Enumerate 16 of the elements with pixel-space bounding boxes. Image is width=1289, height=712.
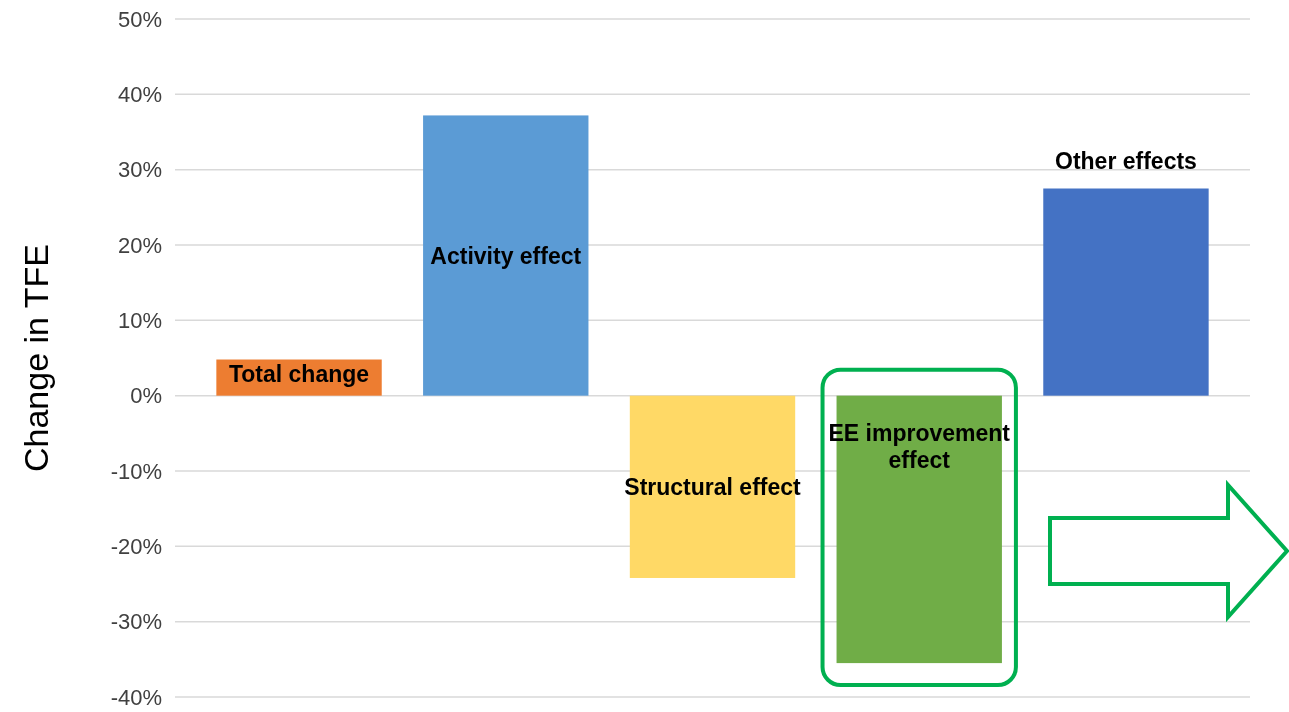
- y-tick-label: 40%: [117, 81, 162, 107]
- x-tick-label: Other effects: [1055, 147, 1197, 174]
- y-tick-label: -30%: [110, 609, 162, 635]
- y-tick-label: 10%: [117, 307, 162, 333]
- y-tick-label: 20%: [117, 232, 162, 258]
- x-tick-label: Activity effect: [430, 242, 582, 269]
- y-tick-label: -20%: [110, 533, 162, 559]
- y-tick-label: 0%: [130, 383, 162, 409]
- bar: [423, 115, 589, 396]
- y-tick-label: 30%: [117, 157, 162, 183]
- x-tick-label: Total change: [228, 360, 370, 387]
- y-axis-title: Change in TFE: [17, 243, 55, 473]
- y-tick-label: -40%: [110, 684, 162, 710]
- y-tick-label: 50%: [117, 6, 162, 32]
- bar: [1043, 188, 1209, 396]
- y-tick-label: -10%: [110, 458, 162, 484]
